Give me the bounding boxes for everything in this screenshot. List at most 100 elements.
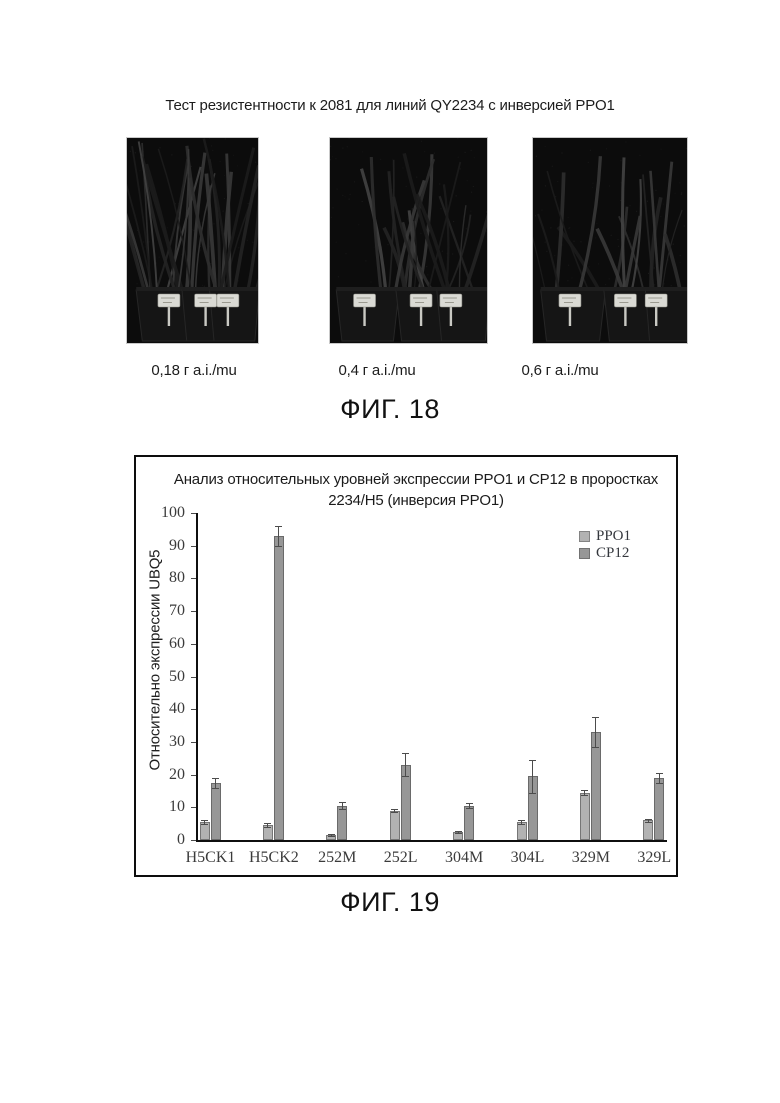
plant-photo-1-image — [127, 138, 258, 343]
y-axis-line — [196, 513, 198, 842]
y-tick-label: 20 — [169, 765, 185, 783]
error-bar-cap-bottom — [529, 792, 536, 794]
error-bar-cap-bottom — [465, 807, 473, 809]
error-bar-cap-top — [518, 820, 525, 822]
error-bar-cap-bottom — [454, 832, 462, 834]
y-tick-mark — [191, 807, 196, 809]
error-bar-cap-bottom — [327, 836, 335, 838]
error-bar-cap-bottom — [201, 823, 208, 825]
error-bar-cap-bottom — [275, 545, 283, 547]
error-bar-cap-top — [581, 789, 589, 791]
error-bar-cap-bottom — [391, 812, 399, 814]
y-tick-label: 70 — [169, 602, 185, 620]
legend-item-CP12: CP12 — [579, 545, 631, 561]
plant-photo-1 — [127, 138, 258, 343]
error-bar-cap-top — [454, 830, 462, 832]
error-bar — [532, 759, 533, 793]
y-tick-label: 10 — [169, 798, 185, 816]
y-tick-mark — [191, 709, 196, 711]
error-bar — [468, 803, 470, 808]
error-bar-cap-top — [212, 777, 219, 779]
error-bar-cap-bottom — [518, 823, 525, 825]
legend-swatch-CP12 — [579, 548, 590, 559]
x-tick-label: 329M — [571, 849, 610, 866]
bar-CP12-304M — [464, 805, 475, 840]
error-bar-cap-bottom — [655, 782, 663, 784]
chart-title-line2: 2234/H5 (инверсия PPO1) — [328, 492, 504, 509]
legend-swatch-PPO1 — [579, 531, 590, 542]
error-bar-cap-top — [338, 802, 346, 804]
x-tick-label: H5CK2 — [249, 849, 299, 866]
y-tick-label: 60 — [169, 634, 185, 652]
bar-CP12-252M — [337, 805, 348, 840]
error-bar — [521, 820, 522, 824]
bar-PPO1-252L — [389, 810, 400, 840]
error-bar-cap-bottom — [338, 808, 346, 810]
error-bar — [647, 818, 649, 822]
y-tick-mark — [191, 545, 196, 547]
x-tick-label: 329L — [637, 849, 672, 866]
error-bar-cap-bottom — [644, 822, 652, 823]
fig19-caption: ФИГ. 19 — [340, 887, 440, 917]
bar-CP12-329M — [590, 732, 601, 840]
dose-label-2: 0,4 г a.i./mu — [338, 362, 416, 379]
bar-CP12-H5CK2 — [273, 535, 284, 840]
y-tick-label: 100 — [161, 504, 185, 521]
error-bar-cap-top — [327, 834, 335, 836]
x-tick-label: 252L — [383, 849, 418, 866]
chart-title: Анализ относительных уровней экспрессии … — [166, 469, 666, 511]
error-bar — [267, 823, 269, 828]
dose-label-1: 0,18 г a.i./mu — [151, 362, 237, 379]
error-bar — [394, 808, 396, 813]
fig18-caption: ФИГ. 18 — [340, 394, 440, 424]
y-tick-mark — [191, 513, 196, 514]
y-tick-mark — [191, 840, 196, 841]
error-bar-cap-top — [592, 717, 600, 719]
error-bar — [204, 820, 205, 824]
x-tick-label: 252M — [318, 849, 357, 866]
error-bar-cap-top — [201, 820, 208, 822]
chart-legend: PPO1 CP12 — [579, 528, 632, 565]
error-bar-cap-bottom — [581, 795, 589, 797]
error-bar — [405, 753, 407, 777]
legend-item-PPO1: PPO1 — [579, 528, 632, 544]
fig19-chart: Анализ относительных уровней экспрессии … — [134, 455, 678, 877]
x-axis-line — [196, 840, 667, 842]
error-bar-cap-bottom — [264, 827, 272, 829]
fig18-title: Тест резистентности к 2081 для линий QY2… — [165, 97, 615, 114]
error-bar — [341, 802, 343, 809]
y-tick-label: 90 — [169, 536, 185, 554]
bar-CP12-329L — [654, 777, 665, 840]
bar-PPO1-304L — [516, 822, 527, 840]
y-tick-mark — [191, 578, 196, 580]
plant-photo-2 — [330, 138, 487, 343]
error-bar — [595, 717, 597, 747]
legend-label: PPO1 — [596, 528, 632, 544]
dose-label-3: 0,6 г a.i./mu — [521, 362, 599, 379]
error-bar-cap-bottom — [592, 746, 600, 748]
chart-title-line1: Анализ относительных уровней экспрессии … — [173, 471, 659, 488]
bar-PPO1-329M — [579, 792, 590, 840]
error-bar-cap-top — [529, 759, 536, 761]
chart-plot-area: 0 10 20 30 40 50 60 70 80 90 100 H5CK1 H5CK2 252M 252L… — [136, 457, 676, 875]
error-bar-cap-top — [275, 526, 283, 528]
y-tick-label: 30 — [169, 732, 185, 750]
y-tick-mark — [191, 611, 196, 613]
bar-PPO1-329L — [643, 820, 654, 840]
error-bar — [658, 772, 660, 783]
plant-photo-3 — [533, 138, 687, 343]
error-bar-cap-bottom — [402, 776, 410, 778]
y-tick-mark — [191, 774, 196, 776]
error-bar — [215, 777, 216, 788]
x-tick-label: 304M — [444, 849, 484, 866]
bar-CP12-H5CK1 — [210, 782, 221, 840]
error-bar-cap-top — [264, 823, 272, 825]
error-bar-cap-top — [391, 808, 399, 810]
error-bar-cap-top — [644, 818, 652, 820]
bar-PPO1-H5CK1 — [199, 822, 210, 840]
error-bar-cap-top — [655, 772, 663, 774]
legend-label: CP12 — [596, 545, 630, 561]
error-bar-cap-top — [402, 753, 410, 755]
y-tick-label: 80 — [169, 569, 185, 587]
